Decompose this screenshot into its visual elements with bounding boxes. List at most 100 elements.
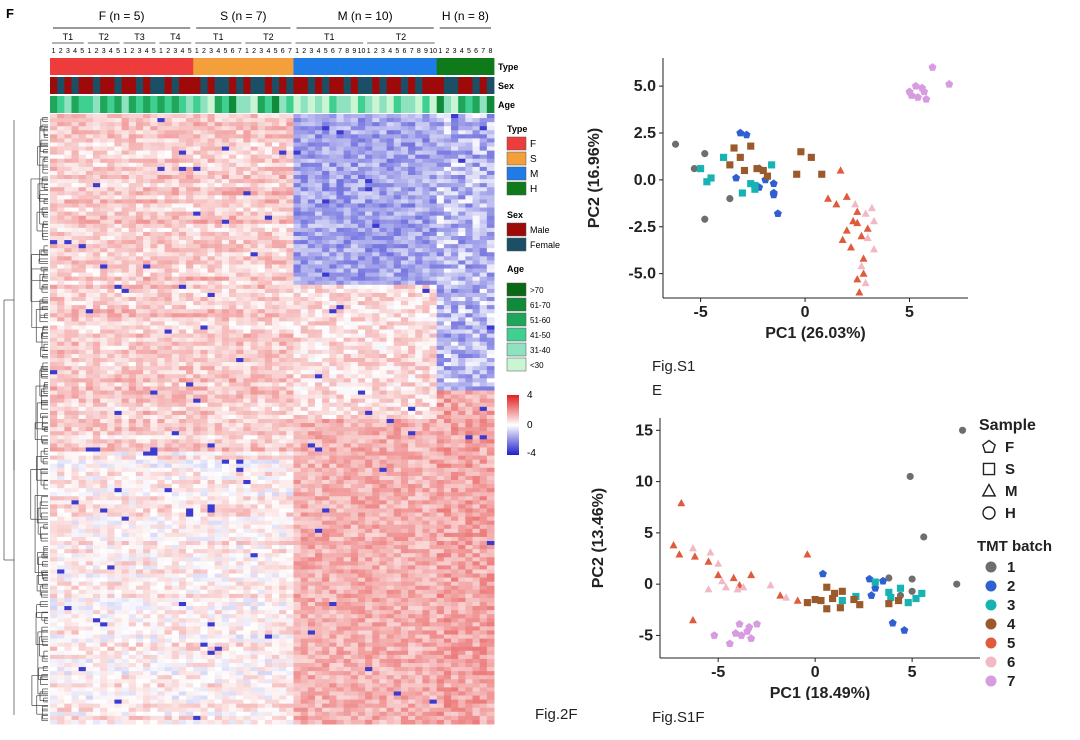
heatmap-cell — [300, 122, 309, 127]
heatmap-cell — [92, 227, 101, 233]
heatmap-cell — [236, 114, 244, 119]
heatmap-cell — [272, 252, 280, 257]
heatmap-cell — [64, 313, 72, 318]
heatmap-cell — [443, 118, 452, 123]
heatmap-cell — [286, 187, 294, 192]
heatmap-cell — [300, 264, 309, 270]
heatmap-cell — [343, 236, 352, 241]
heatmap-cell — [178, 353, 187, 359]
heatmap-cell — [436, 378, 445, 383]
heatmap-cell — [486, 231, 495, 237]
heatmap-cell — [408, 349, 416, 355]
heatmap-cell — [307, 215, 316, 221]
heatmap-cell — [236, 231, 244, 237]
sample-label: 8 — [345, 48, 349, 55]
heatmap-cell — [71, 398, 80, 404]
heatmap-cell — [50, 301, 58, 306]
heatmap-cell — [157, 252, 166, 257]
heatmap-cell — [408, 122, 416, 127]
heatmap-cell — [243, 414, 252, 420]
heatmap-cell — [107, 325, 115, 331]
sex-cell — [229, 77, 237, 94]
heatmap-cell — [343, 292, 352, 298]
heatmap-cell — [157, 402, 166, 408]
heatmap-cell — [408, 362, 416, 367]
heatmap-cell — [178, 231, 187, 237]
heatmap-cell — [458, 370, 466, 375]
heatmap-cell — [178, 268, 187, 274]
heatmap-cell — [50, 349, 58, 355]
heatmap-cell — [121, 126, 130, 131]
heatmap-cell — [336, 345, 345, 351]
heatmap-cell — [365, 386, 373, 392]
heatmap-cell — [236, 333, 244, 339]
heatmap-cell — [221, 398, 230, 404]
heatmap-cell — [307, 410, 316, 416]
heatmap-cell — [236, 223, 244, 229]
heatmap-cell — [386, 402, 395, 408]
heatmap-cell — [415, 162, 423, 168]
heatmap-cell — [372, 374, 380, 379]
heatmap-cell — [143, 402, 151, 408]
heatmap-cell — [229, 333, 237, 339]
heatmap-cell — [193, 260, 201, 265]
heatmap-cell — [350, 175, 359, 180]
heatmap-cell — [193, 414, 201, 420]
heatmap-cell — [50, 162, 58, 168]
heatmap-cell — [429, 313, 438, 318]
heatmap-cell — [422, 292, 431, 298]
heatmap-cell — [150, 419, 158, 424]
heatmap-cell — [114, 362, 123, 367]
heatmap-cell — [300, 179, 309, 184]
heatmap-cell — [100, 309, 108, 314]
heatmap-cell — [114, 195, 123, 200]
heatmap-cell — [186, 276, 194, 282]
heatmap-cell — [236, 187, 244, 192]
age-cell — [436, 96, 445, 113]
heatmap-cell — [379, 358, 388, 363]
heatmap-cell — [250, 414, 259, 420]
heatmap-cell — [293, 158, 302, 164]
heatmap-cell — [71, 268, 80, 274]
heatmap-cell — [293, 199, 302, 204]
heatmap-cell — [458, 382, 466, 387]
heatmap-cell — [92, 398, 101, 404]
heatmap-cell — [379, 130, 388, 135]
heatmap-cell — [143, 410, 151, 416]
heatmap-cell — [379, 207, 388, 213]
heatmap-cell — [193, 219, 201, 225]
heatmap-cell — [379, 301, 388, 306]
heatmap-cell — [171, 154, 180, 160]
heatmap-cell — [107, 187, 115, 192]
heatmap-cell — [128, 268, 137, 274]
heatmap-cell — [178, 325, 187, 331]
heatmap-cell — [114, 227, 123, 233]
heatmap-cell — [114, 419, 123, 424]
heatmap-cell — [379, 268, 388, 274]
heatmap-cell — [178, 264, 187, 270]
heatmap-cell — [372, 268, 380, 274]
heatmap-cell — [100, 337, 108, 343]
heatmap-cell — [400, 236, 409, 241]
heatmap-cell — [486, 154, 495, 160]
heatmap-cell — [114, 191, 123, 196]
heatmap-cell — [50, 130, 58, 135]
heatmap-cell — [279, 341, 287, 347]
type-cell — [135, 58, 144, 75]
heatmap-cell — [135, 370, 144, 375]
heatmap-cell — [408, 195, 416, 200]
heatmap-cell — [71, 179, 80, 184]
heatmap-cell — [92, 341, 101, 347]
heatmap-cell — [64, 423, 72, 428]
heatmap-cell — [458, 134, 466, 139]
heatmap-cell — [200, 284, 209, 290]
heatmap-cell — [465, 366, 474, 371]
heatmap-cell — [178, 378, 187, 383]
heatmap-cell — [422, 146, 431, 152]
heatmap-cell — [451, 183, 459, 188]
heatmap-cell — [286, 236, 294, 241]
heatmap-cell — [322, 170, 330, 176]
heatmap-cell — [92, 374, 101, 379]
heatmap-cell — [350, 280, 359, 286]
heatmap-cell — [135, 118, 144, 123]
